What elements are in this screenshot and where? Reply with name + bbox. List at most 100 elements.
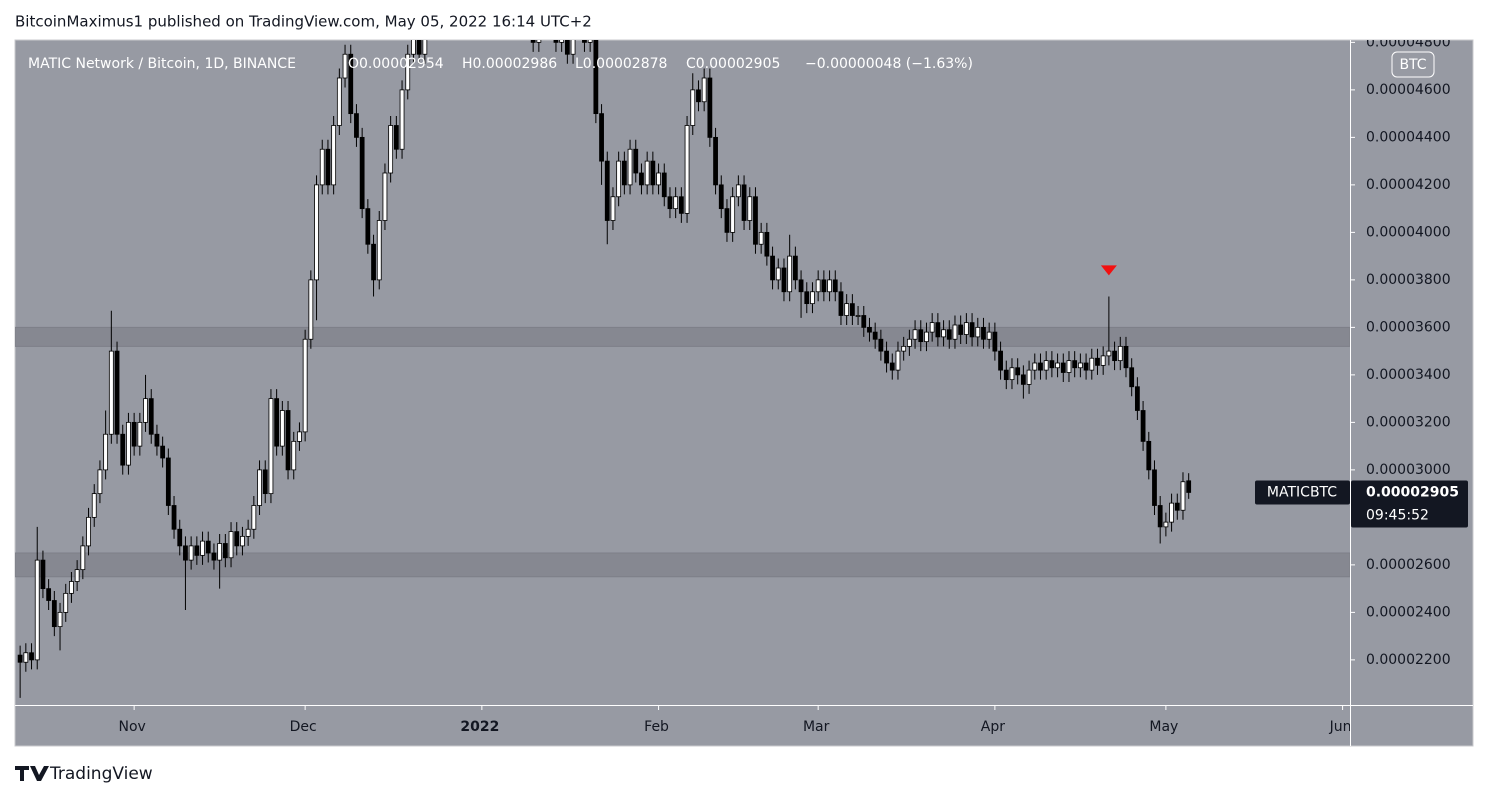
- candle-body: [211, 552, 217, 561]
- candle-body: [188, 545, 194, 561]
- candle-body: [74, 569, 80, 582]
- candle-body: [901, 345, 907, 352]
- price-text: 0.00002905: [1366, 484, 1459, 500]
- candle-body: [160, 445, 166, 459]
- candle-body: [342, 53, 348, 79]
- candle-body: [325, 148, 331, 186]
- candle-body: [701, 77, 707, 103]
- candle-body: [810, 291, 815, 305]
- candle-body: [958, 324, 964, 335]
- candle-body: [599, 113, 604, 162]
- candle-body: [861, 315, 867, 328]
- candle-body: [696, 89, 701, 103]
- candle-body: [963, 322, 969, 335]
- candle-body: [1009, 367, 1015, 381]
- candle-body: [114, 350, 120, 435]
- x-tick-label: Jun: [1329, 719, 1352, 735]
- y-tick-label: 0.00004600: [1366, 82, 1451, 98]
- candle-body: [348, 53, 354, 115]
- candle-body: [855, 315, 861, 317]
- candle-body: [240, 535, 245, 547]
- candle-body: [906, 338, 912, 347]
- x-tick-label: Nov: [118, 719, 145, 735]
- candle-body: [884, 350, 889, 364]
- candle-body: [992, 331, 998, 352]
- countdown-text: 09:45:52: [1366, 507, 1429, 523]
- y-tick-label: 0.00003800: [1366, 272, 1451, 288]
- candle-body: [319, 148, 325, 186]
- logo-icon: [15, 766, 49, 781]
- candle-body: [1015, 367, 1021, 376]
- candle-body: [935, 322, 941, 338]
- candle-body: [553, 40, 559, 43]
- candle-body: [57, 611, 63, 628]
- candle-body: [724, 208, 730, 233]
- time-axis: Nov Dec 2022 Feb Mar Apr May Jun: [118, 705, 1352, 735]
- candle-body: [262, 469, 268, 495]
- candle-body: [86, 516, 91, 547]
- candle-body: [388, 125, 394, 174]
- ohlc-value: H0.00002986: [462, 56, 557, 72]
- brand-logo: TradingView: [15, 764, 153, 784]
- candle-body: [872, 331, 878, 340]
- candle-body: [827, 279, 832, 293]
- symbol-title: MATIC Network / Bitcoin, 1D, BINANCE: [28, 56, 296, 72]
- candle-body: [895, 350, 901, 371]
- candle-body: [844, 303, 850, 316]
- candle-body: [171, 505, 177, 530]
- candle-body: [245, 528, 251, 537]
- candle-body: [838, 291, 844, 316]
- candle-body: [673, 196, 679, 210]
- candle-body: [981, 326, 986, 340]
- candle-body: [1186, 480, 1192, 493]
- candle-body: [1123, 345, 1129, 369]
- candle-body: [268, 398, 274, 495]
- candle-body: [382, 172, 388, 221]
- candle-body: [969, 322, 975, 338]
- candle-body: [1117, 345, 1123, 362]
- candle-body: [29, 652, 34, 661]
- candle-body: [610, 196, 616, 221]
- candle-body: [1055, 362, 1060, 369]
- candle-body: [952, 324, 958, 340]
- candle-body: [46, 588, 52, 601]
- candle-body: [411, 40, 416, 55]
- candle-body: [154, 433, 160, 447]
- candle-body: [621, 160, 627, 186]
- candle-body: [713, 136, 718, 186]
- candle-body: [912, 329, 918, 340]
- candle-body: [251, 505, 257, 530]
- candle-body: [40, 559, 46, 590]
- candle-body: [1152, 469, 1157, 506]
- candle-body: [975, 326, 981, 338]
- x-tick-label: Apr: [981, 719, 1005, 735]
- candle-body: [354, 113, 359, 138]
- candle-body: [416, 40, 422, 55]
- candle-body: [918, 329, 924, 343]
- candle-body: [633, 148, 639, 174]
- candle-body: [148, 398, 154, 435]
- candle-body: [570, 40, 576, 55]
- candle-body: [758, 231, 764, 245]
- candle-body: [661, 172, 667, 198]
- x-tick-label: 2022: [460, 719, 499, 735]
- candle-body: [775, 267, 781, 281]
- candle-body: [718, 184, 724, 210]
- candle-body: [91, 493, 97, 518]
- candle-body: [331, 125, 337, 186]
- currency-badge[interactable]: [1391, 51, 1435, 78]
- candle-body: [365, 208, 371, 245]
- candle-body: [69, 581, 74, 594]
- candle-body: [1146, 440, 1152, 471]
- ohlc-value: C0.00002905: [686, 56, 780, 72]
- last-price-label: MATICBTC 0.00002905 09:45:52: [1255, 480, 1468, 528]
- candle-body: [781, 267, 787, 293]
- candle-body: [582, 40, 587, 43]
- candle-body: [1140, 410, 1146, 442]
- candle-body: [1066, 360, 1072, 373]
- candle-body: [815, 279, 821, 293]
- candle-body: [1072, 360, 1078, 369]
- candle-body: [97, 469, 103, 495]
